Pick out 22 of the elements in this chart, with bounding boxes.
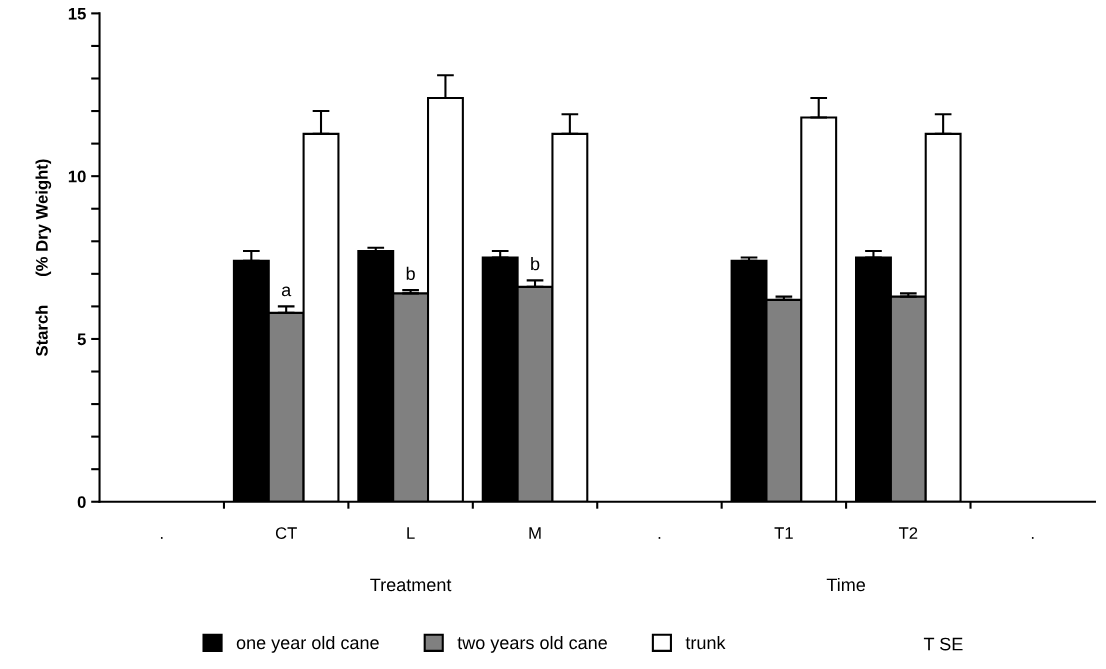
annotation: b [406, 266, 415, 281]
text: T SE [923, 637, 963, 651]
x-tick-label: . [1031, 537, 1034, 539]
y-axis-title: Starch (% Dry Weight) [35, 159, 52, 357]
annotation: a [281, 286, 292, 297]
legend-label: trunk [685, 635, 726, 650]
y-tick-label: 15 [68, 7, 86, 20]
x-tick-label: . [658, 537, 661, 539]
legend-label: one year old cane [236, 635, 379, 653]
x-tick-label: CT [275, 527, 297, 539]
legend-label: two years old cane [457, 635, 607, 653]
y-tick-label: 10 [68, 170, 86, 183]
y-tick-label: 0 [77, 496, 86, 508]
annotation: b [531, 257, 540, 271]
x-tick-label: . [160, 537, 163, 539]
x-tick-label: T2 [898, 527, 918, 539]
x-tick-label: T1 [774, 527, 793, 539]
y-tick-label: 5 [77, 333, 86, 346]
x-tick-label: M [529, 527, 541, 539]
x-tick-label: L [407, 527, 415, 539]
text: Treatment [370, 578, 452, 592]
text: Time [826, 577, 866, 592]
